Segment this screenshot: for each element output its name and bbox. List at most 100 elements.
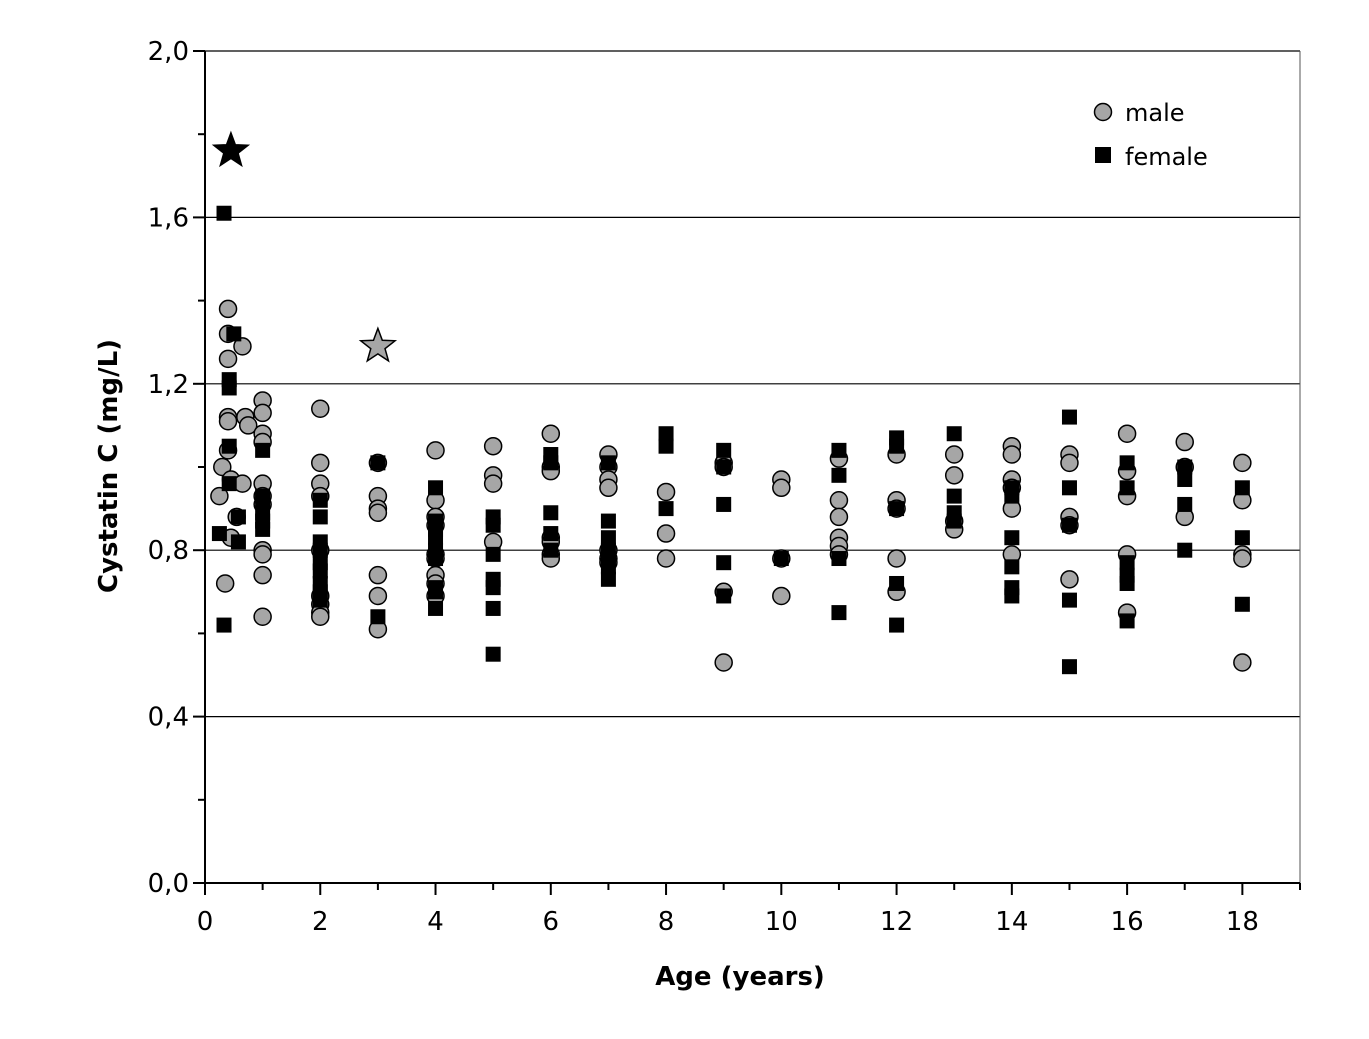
female-point xyxy=(946,513,962,529)
female-point xyxy=(773,551,789,567)
female-point xyxy=(370,609,386,625)
female-point xyxy=(1234,530,1250,546)
female-point xyxy=(889,617,905,633)
male-point xyxy=(368,586,388,606)
female-point xyxy=(658,426,674,442)
female-point xyxy=(1061,517,1077,533)
legend: male female xyxy=(1093,99,1208,171)
male-point xyxy=(714,653,733,672)
male-point xyxy=(599,478,618,498)
x-tick-label: 6 xyxy=(543,907,560,937)
male-point xyxy=(311,399,330,419)
female-point xyxy=(658,438,674,454)
female-point xyxy=(716,442,732,458)
male-point xyxy=(210,486,229,506)
female-point xyxy=(485,600,501,616)
male-point xyxy=(656,549,676,568)
male-point xyxy=(944,466,964,485)
x-tick-label: 4 xyxy=(427,907,444,937)
female-point xyxy=(1234,480,1250,496)
x-axis: 0 2 4 6 8 10 12 14 16 18 xyxy=(197,883,1301,937)
female-point xyxy=(1119,555,1135,571)
grid-lines xyxy=(205,50,1300,718)
female-point xyxy=(1061,592,1077,608)
x-tick-label: 8 xyxy=(658,907,675,937)
female-point xyxy=(230,509,246,525)
data-points xyxy=(210,130,1252,675)
male-point xyxy=(368,503,388,523)
female-point xyxy=(716,459,732,475)
legend-female-marker xyxy=(1095,147,1111,163)
female-point xyxy=(255,521,271,537)
female-point xyxy=(221,438,237,454)
y-axis: 0,0 0,4 0,8 1,2 1,6 2,0 xyxy=(148,37,205,899)
female-point xyxy=(312,542,328,558)
male-point xyxy=(311,453,330,473)
female-point xyxy=(1119,575,1135,591)
y-tick-label: 0,0 xyxy=(148,869,189,899)
x-tick-label: 10 xyxy=(765,907,798,937)
male-point xyxy=(1233,453,1252,473)
female-point xyxy=(216,205,232,221)
female-point xyxy=(889,438,905,454)
legend-male-label: male xyxy=(1125,99,1185,127)
y-tick-label: 2,0 xyxy=(148,37,189,67)
female-point xyxy=(1119,455,1135,471)
female-point xyxy=(211,526,227,542)
female-point xyxy=(255,442,271,458)
male-point xyxy=(1002,445,1022,464)
female-point xyxy=(1004,588,1020,604)
female-point xyxy=(946,426,962,442)
female-point xyxy=(485,580,501,596)
female-point xyxy=(716,555,732,571)
female-point xyxy=(485,646,501,662)
x-tick-label: 18 xyxy=(1226,907,1259,937)
female-point xyxy=(1004,488,1020,504)
male-point xyxy=(1060,453,1079,473)
male-point xyxy=(253,565,272,585)
x-tick-label: 12 xyxy=(880,907,913,937)
female-point xyxy=(1004,530,1020,546)
female-point xyxy=(543,505,559,521)
male-point xyxy=(253,607,272,627)
male-point xyxy=(1060,570,1079,589)
male-point xyxy=(772,586,791,606)
female-point xyxy=(889,501,905,517)
female-point xyxy=(1119,480,1135,496)
male-point xyxy=(1233,549,1252,568)
female-point xyxy=(1061,409,1077,425)
female-point xyxy=(428,480,444,496)
female-point xyxy=(1177,496,1193,512)
male-point xyxy=(1233,653,1252,672)
female-point xyxy=(428,600,444,616)
female-point xyxy=(1177,471,1193,487)
female-point xyxy=(312,563,328,579)
y-tick-label: 1,6 xyxy=(148,203,189,233)
female-point xyxy=(1004,559,1020,575)
female-point xyxy=(831,442,847,458)
female-point xyxy=(1177,542,1193,558)
male-point xyxy=(483,436,503,456)
female-point xyxy=(543,526,559,542)
female-point xyxy=(221,380,237,396)
female-point xyxy=(428,530,444,546)
male-point xyxy=(944,445,964,464)
plot-frame xyxy=(204,51,1301,884)
female-point xyxy=(600,559,616,575)
female-point xyxy=(600,513,616,529)
female-point xyxy=(831,467,847,483)
male-point xyxy=(656,524,676,543)
x-tick-label: 14 xyxy=(995,907,1028,937)
female-point xyxy=(312,592,328,608)
male-point xyxy=(1117,424,1137,443)
male-point xyxy=(253,403,272,423)
male-point xyxy=(215,574,235,593)
female-point xyxy=(1119,613,1135,629)
star-marker xyxy=(358,326,398,363)
female-point xyxy=(230,534,246,550)
female-point xyxy=(370,455,386,471)
female-point xyxy=(716,588,732,604)
male-point xyxy=(483,474,503,493)
x-tick-label: 16 xyxy=(1111,907,1144,937)
